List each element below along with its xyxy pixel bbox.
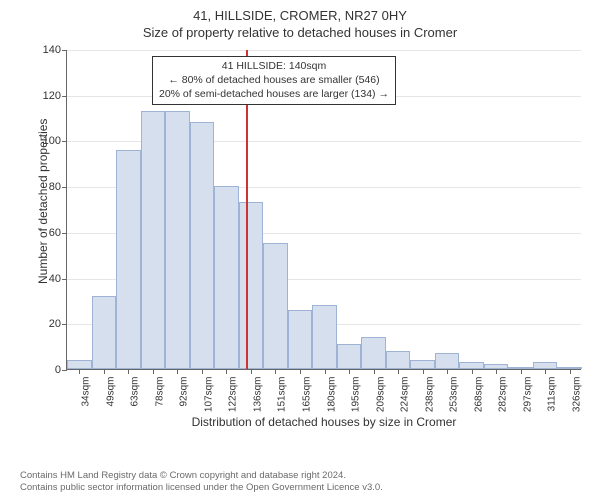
- histogram-bar: [361, 337, 386, 369]
- x-tick-label: 253sqm: [445, 377, 460, 413]
- y-tick-label: 100: [43, 135, 67, 147]
- histogram-bar: [435, 353, 460, 369]
- y-tick-label: 80: [49, 181, 67, 193]
- x-tick-mark: [545, 369, 546, 374]
- x-tick-mark: [153, 369, 154, 374]
- histogram-bar: [459, 362, 484, 369]
- x-tick-label: 297sqm: [518, 377, 533, 413]
- x-tick-label: 195sqm: [347, 377, 362, 413]
- histogram-bar: [190, 122, 215, 369]
- histogram-bar: [337, 344, 362, 369]
- x-tick-mark: [472, 369, 473, 374]
- histogram-bar: [67, 360, 92, 369]
- histogram-bar: [116, 150, 141, 369]
- y-grid-line: [67, 50, 581, 51]
- annotation-line-2: ← 80% of detached houses are smaller (54…: [159, 73, 389, 87]
- histogram-bar: [288, 310, 313, 369]
- x-tick-label: 224sqm: [396, 377, 411, 413]
- x-tick-label: 268sqm: [469, 377, 484, 413]
- x-tick-mark: [226, 369, 227, 374]
- y-tick-label: 60: [49, 227, 67, 239]
- x-tick-mark: [496, 369, 497, 374]
- x-tick-label: 209sqm: [371, 377, 386, 413]
- x-tick-label: 49sqm: [101, 377, 116, 407]
- x-tick-mark: [521, 369, 522, 374]
- x-tick-label: 165sqm: [297, 377, 312, 413]
- chart-container: Number of detached properties Distributi…: [30, 44, 585, 424]
- histogram-bar: [214, 186, 239, 369]
- x-tick-label: 311sqm: [543, 377, 558, 412]
- x-tick-mark: [202, 369, 203, 374]
- x-tick-label: 78sqm: [150, 377, 165, 407]
- x-tick-label: 151sqm: [273, 377, 288, 413]
- histogram-bar: [92, 296, 117, 369]
- histogram-bar: [141, 111, 166, 369]
- x-tick-label: 326sqm: [567, 377, 582, 413]
- plot-area: Distribution of detached houses by size …: [66, 50, 581, 370]
- y-tick-label: 120: [43, 90, 67, 102]
- x-tick-label: 122sqm: [224, 377, 239, 413]
- histogram-bar: [533, 362, 558, 369]
- x-tick-mark: [447, 369, 448, 374]
- footer-line-1: Contains HM Land Registry data © Crown c…: [20, 470, 383, 482]
- x-tick-mark: [325, 369, 326, 374]
- x-tick-mark: [177, 369, 178, 374]
- x-axis-label: Distribution of detached houses by size …: [67, 415, 581, 429]
- x-tick-label: 180sqm: [322, 377, 337, 413]
- x-tick-mark: [423, 369, 424, 374]
- y-tick-label: 140: [43, 44, 67, 56]
- histogram-bar: [312, 305, 337, 369]
- x-tick-label: 107sqm: [199, 377, 214, 413]
- x-tick-mark: [128, 369, 129, 374]
- x-tick-mark: [275, 369, 276, 374]
- x-tick-mark: [374, 369, 375, 374]
- histogram-bar: [263, 243, 288, 369]
- annotation-line-3: 20% of semi-detached houses are larger (…: [159, 87, 389, 101]
- x-tick-label: 34sqm: [77, 377, 92, 407]
- histogram-bar: [165, 111, 190, 369]
- y-tick-label: 0: [55, 364, 67, 376]
- histogram-bar: [239, 202, 264, 369]
- x-tick-mark: [251, 369, 252, 374]
- annotation-line-1: 41 HILLSIDE: 140sqm: [159, 59, 389, 73]
- x-tick-mark: [300, 369, 301, 374]
- chart-sub-title: Size of property relative to detached ho…: [0, 23, 600, 40]
- x-tick-label: 238sqm: [420, 377, 435, 413]
- footer-line-2: Contains public sector information licen…: [20, 482, 383, 494]
- y-tick-label: 40: [49, 273, 67, 285]
- x-tick-mark: [349, 369, 350, 374]
- histogram-bar: [386, 351, 411, 369]
- x-tick-mark: [104, 369, 105, 374]
- annotation-box: 41 HILLSIDE: 140sqm ← 80% of detached ho…: [152, 56, 396, 105]
- x-tick-label: 136sqm: [248, 377, 263, 413]
- x-tick-label: 92sqm: [175, 377, 190, 407]
- x-tick-mark: [570, 369, 571, 374]
- chart-footer: Contains HM Land Registry data © Crown c…: [20, 470, 383, 494]
- chart-main-title: 41, HILLSIDE, CROMER, NR27 0HY: [0, 0, 600, 23]
- histogram-bar: [410, 360, 435, 369]
- x-tick-label: 282sqm: [494, 377, 509, 413]
- x-tick-label: 63sqm: [126, 377, 141, 407]
- y-tick-label: 20: [49, 318, 67, 330]
- x-tick-mark: [79, 369, 80, 374]
- x-tick-mark: [398, 369, 399, 374]
